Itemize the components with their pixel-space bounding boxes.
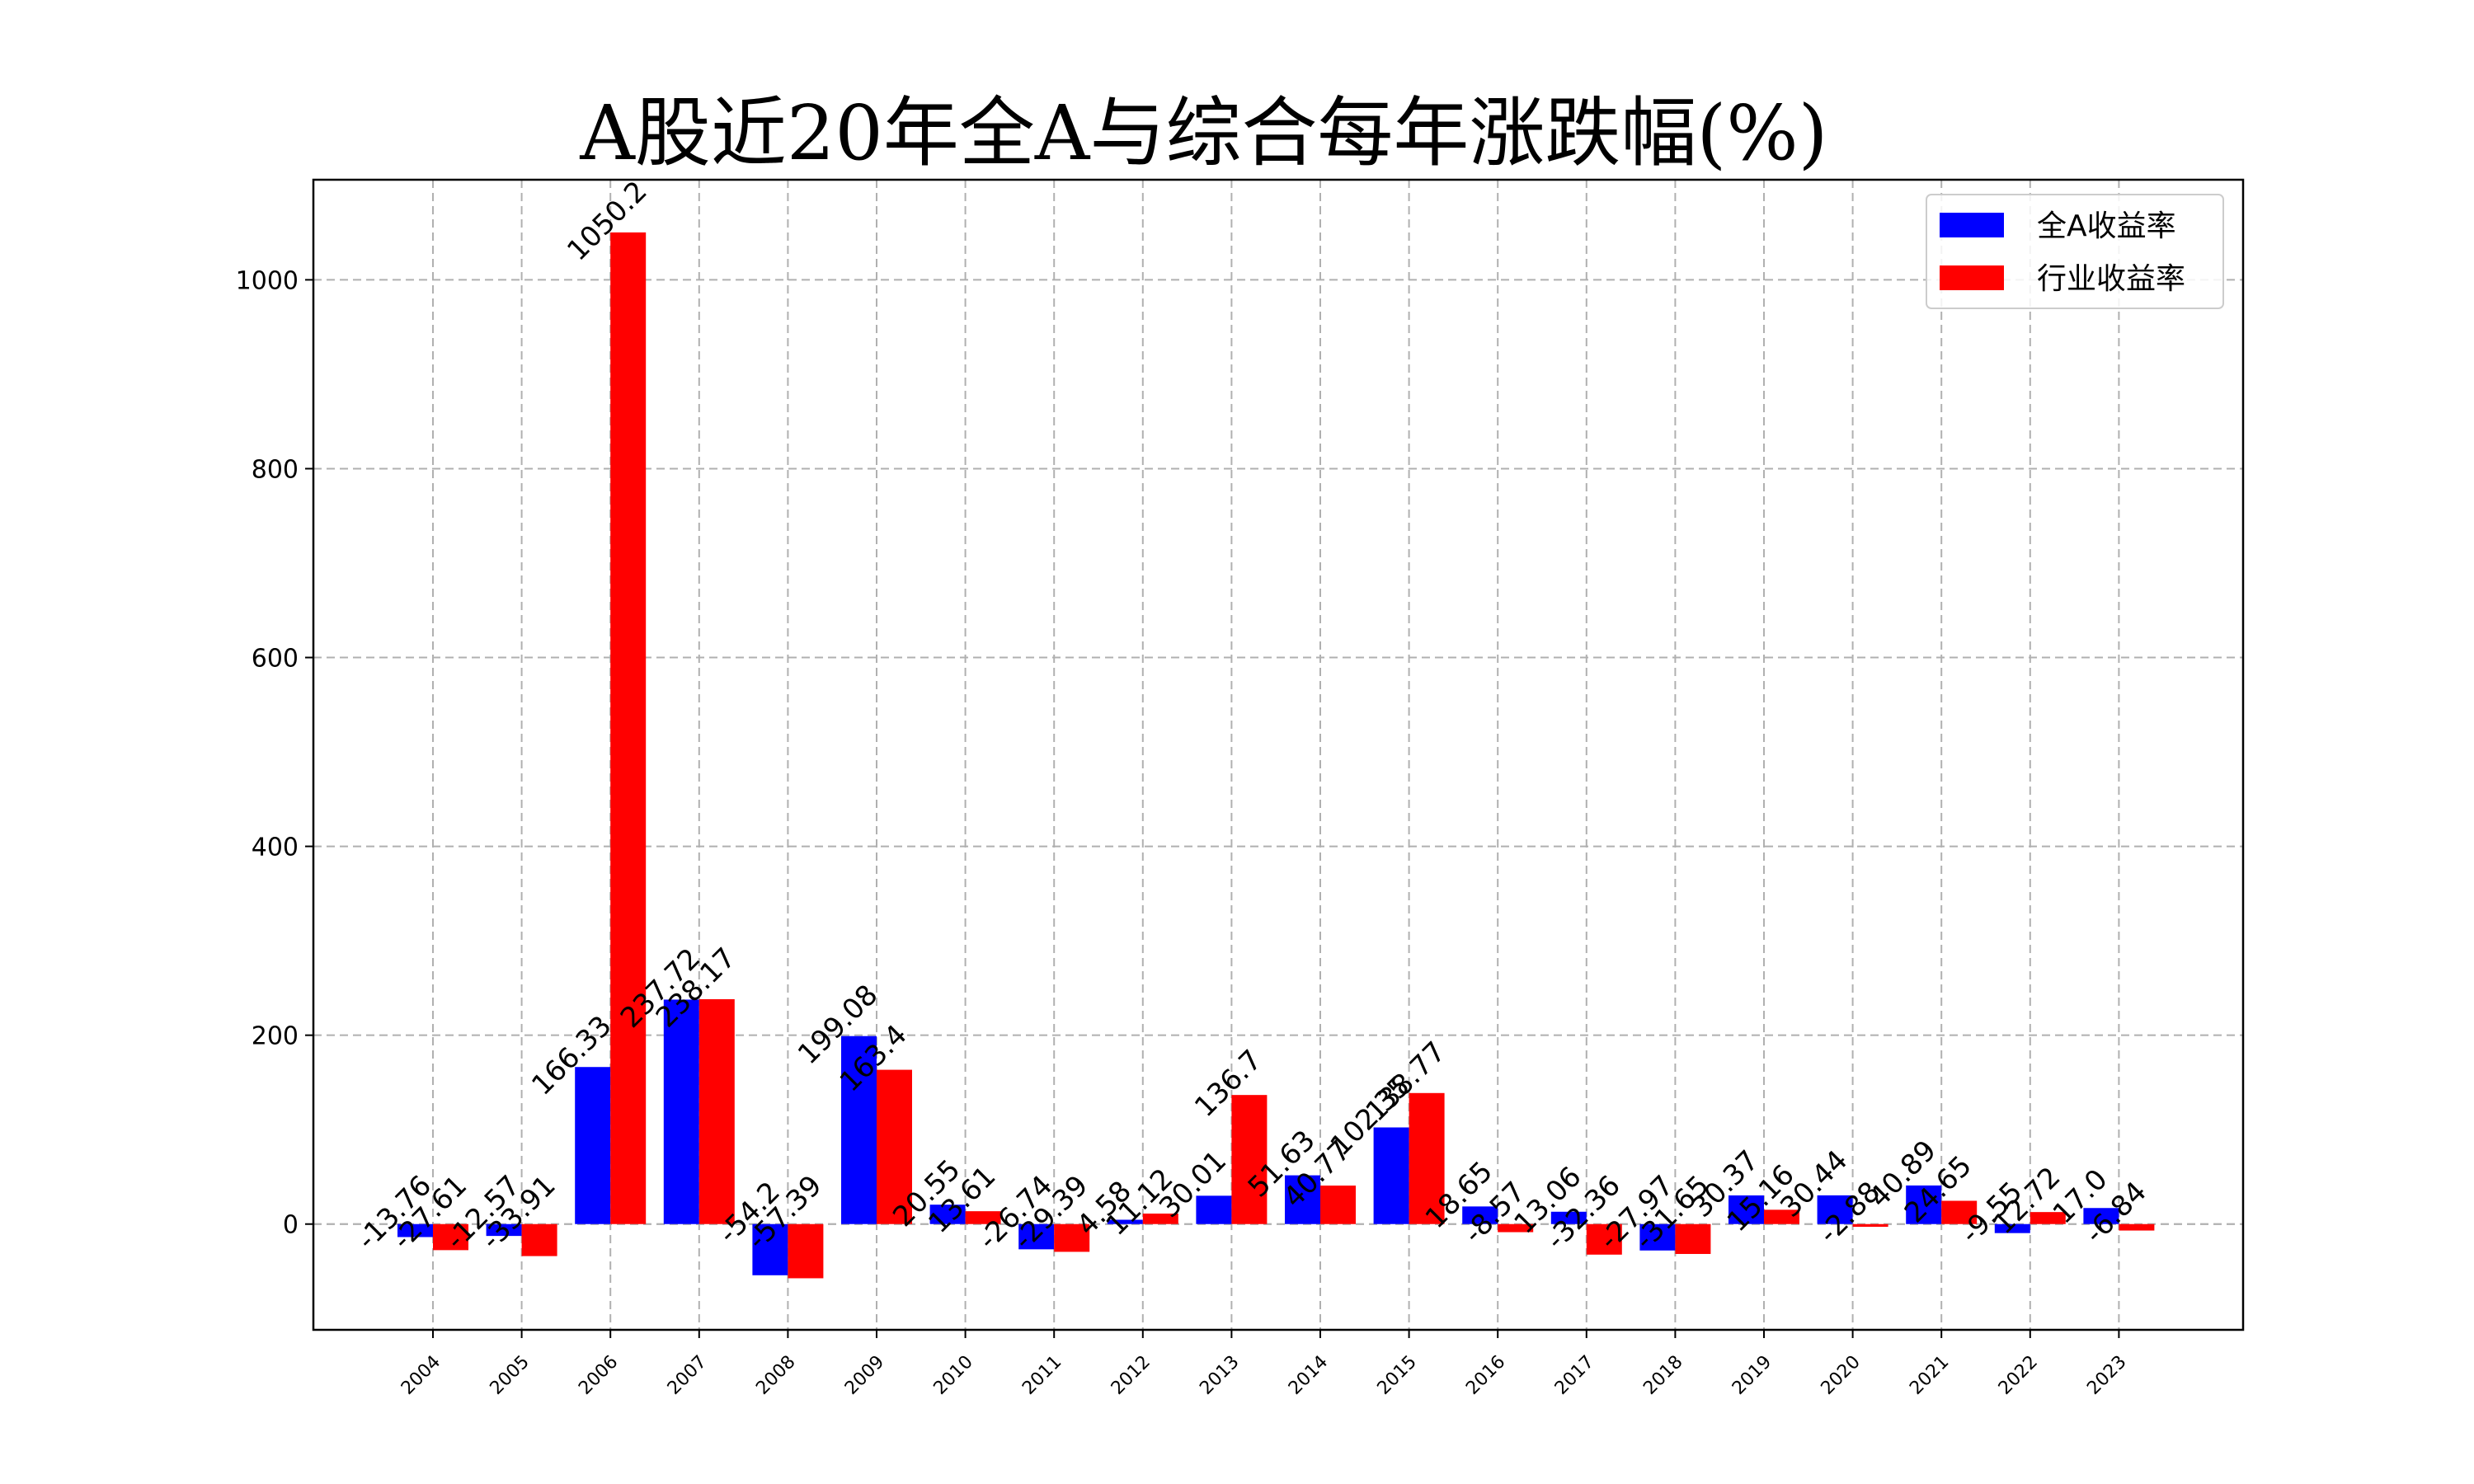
x-tick-label: 2022 bbox=[1995, 1352, 2042, 1399]
bar-all-a-2008 bbox=[752, 1223, 788, 1275]
bar-industry-2013 bbox=[1231, 1095, 1268, 1224]
x-tick-label: 2011 bbox=[1018, 1352, 1065, 1399]
bar-all-a-2019 bbox=[1729, 1195, 1764, 1224]
legend-swatch-all-a bbox=[1940, 213, 2004, 237]
bar-industry-2007 bbox=[698, 998, 735, 1224]
x-tick-label: 2017 bbox=[1551, 1352, 1598, 1399]
bar-all-a-2018 bbox=[1639, 1223, 1676, 1251]
bar-all-a-2015 bbox=[1373, 1127, 1409, 1224]
x-tick-label: 2010 bbox=[930, 1352, 977, 1399]
bar-all-a-2013 bbox=[1196, 1195, 1232, 1224]
x-tick-label: 2006 bbox=[575, 1352, 622, 1399]
legend-swatch-industry bbox=[1940, 265, 2004, 290]
legend-label-industry: 行业收益率 bbox=[2037, 262, 2185, 296]
bar-all-a-2011 bbox=[1018, 1223, 1055, 1250]
y-tick-label: 400 bbox=[252, 834, 299, 862]
x-tick-label: 2004 bbox=[397, 1352, 444, 1399]
bar-industry-2009 bbox=[877, 1069, 912, 1224]
bar-all-a-2014 bbox=[1285, 1175, 1320, 1224]
x-axis: 2004 2005 2006 2007 2008 2009 2010 2011 2012 2013… bbox=[397, 1330, 2131, 1399]
y-tick-label: 800 bbox=[252, 455, 299, 484]
x-tick-label: 2012 bbox=[1108, 1352, 1155, 1399]
bar-industry-2018 bbox=[1675, 1223, 1711, 1254]
bar-industry-2008 bbox=[788, 1223, 824, 1279]
x-tick-label: 2005 bbox=[487, 1352, 534, 1399]
bar-all-a-2023 bbox=[2083, 1208, 2119, 1224]
x-tick-label: 2019 bbox=[1729, 1352, 1776, 1399]
legend-label-all-a: 全A收益率 bbox=[2037, 209, 2176, 243]
bar-all-a-2009 bbox=[841, 1036, 877, 1224]
y-tick-label: 200 bbox=[252, 1022, 299, 1051]
bar-all-a-2007 bbox=[663, 999, 699, 1224]
bar-all-a-2021 bbox=[1906, 1185, 1942, 1224]
x-tick-label: 2023 bbox=[2083, 1352, 2130, 1399]
bar-industry-2012 bbox=[1142, 1213, 1178, 1224]
y-tick-label: 600 bbox=[252, 645, 299, 674]
bar-all-a-2022 bbox=[1994, 1223, 2030, 1233]
y-axis: 0 200 400 600 800 1000 bbox=[236, 266, 313, 1240]
bar-all-a-2010 bbox=[929, 1205, 966, 1224]
bar-all-a-2004 bbox=[397, 1223, 433, 1237]
x-tick-label: 2008 bbox=[752, 1352, 799, 1399]
bar-all-a-2017 bbox=[1550, 1211, 1587, 1224]
x-tick-label: 2020 bbox=[1818, 1352, 1865, 1399]
bars bbox=[397, 232, 2155, 1279]
y-tick-label: 1000 bbox=[236, 266, 299, 295]
x-tick-label: 2021 bbox=[1906, 1352, 1953, 1399]
bar-all-a-2006 bbox=[575, 1067, 611, 1224]
legend: 全A收益率 行业收益率 bbox=[1926, 194, 2224, 309]
x-tick-label: 2009 bbox=[841, 1352, 888, 1399]
bar-industry-2005 bbox=[521, 1223, 557, 1256]
x-tick-label: 2013 bbox=[1196, 1352, 1243, 1399]
bar-industry-2006 bbox=[610, 232, 647, 1224]
bar-industry-2010 bbox=[965, 1211, 1001, 1224]
x-tick-label: 2016 bbox=[1462, 1352, 1509, 1399]
bar-all-a-2012 bbox=[1107, 1219, 1143, 1224]
y-tick-label: 0 bbox=[283, 1211, 299, 1240]
bar-industry-2022 bbox=[2030, 1212, 2066, 1224]
bar-industry-2011 bbox=[1054, 1223, 1090, 1252]
bar-industry-2023 bbox=[2119, 1223, 2155, 1231]
bar-industry-2004 bbox=[433, 1223, 468, 1251]
bar-industry-2017 bbox=[1586, 1223, 1622, 1255]
chart-title: A股近20年全A与综合每年涨跌幅(%) bbox=[579, 89, 1827, 177]
bar-all-a-2016 bbox=[1462, 1206, 1498, 1224]
x-tick-label: 2018 bbox=[1639, 1352, 1686, 1399]
bar-industry-2015 bbox=[1409, 1092, 1445, 1224]
bar-industry-2014 bbox=[1320, 1186, 1356, 1224]
bar-industry-2021 bbox=[1941, 1200, 1978, 1224]
bar-industry-2020 bbox=[1852, 1223, 1888, 1228]
bar-industry-2016 bbox=[1498, 1223, 1534, 1233]
plot-area-frame bbox=[312, 178, 2245, 1331]
x-tick-label: 2014 bbox=[1285, 1352, 1332, 1399]
x-tick-label: 2007 bbox=[664, 1352, 711, 1399]
bar-all-a-2020 bbox=[1817, 1195, 1853, 1224]
bar-all-a-2005 bbox=[486, 1223, 522, 1237]
x-tick-label: 2015 bbox=[1374, 1352, 1421, 1399]
bar-industry-2019 bbox=[1764, 1209, 1799, 1224]
